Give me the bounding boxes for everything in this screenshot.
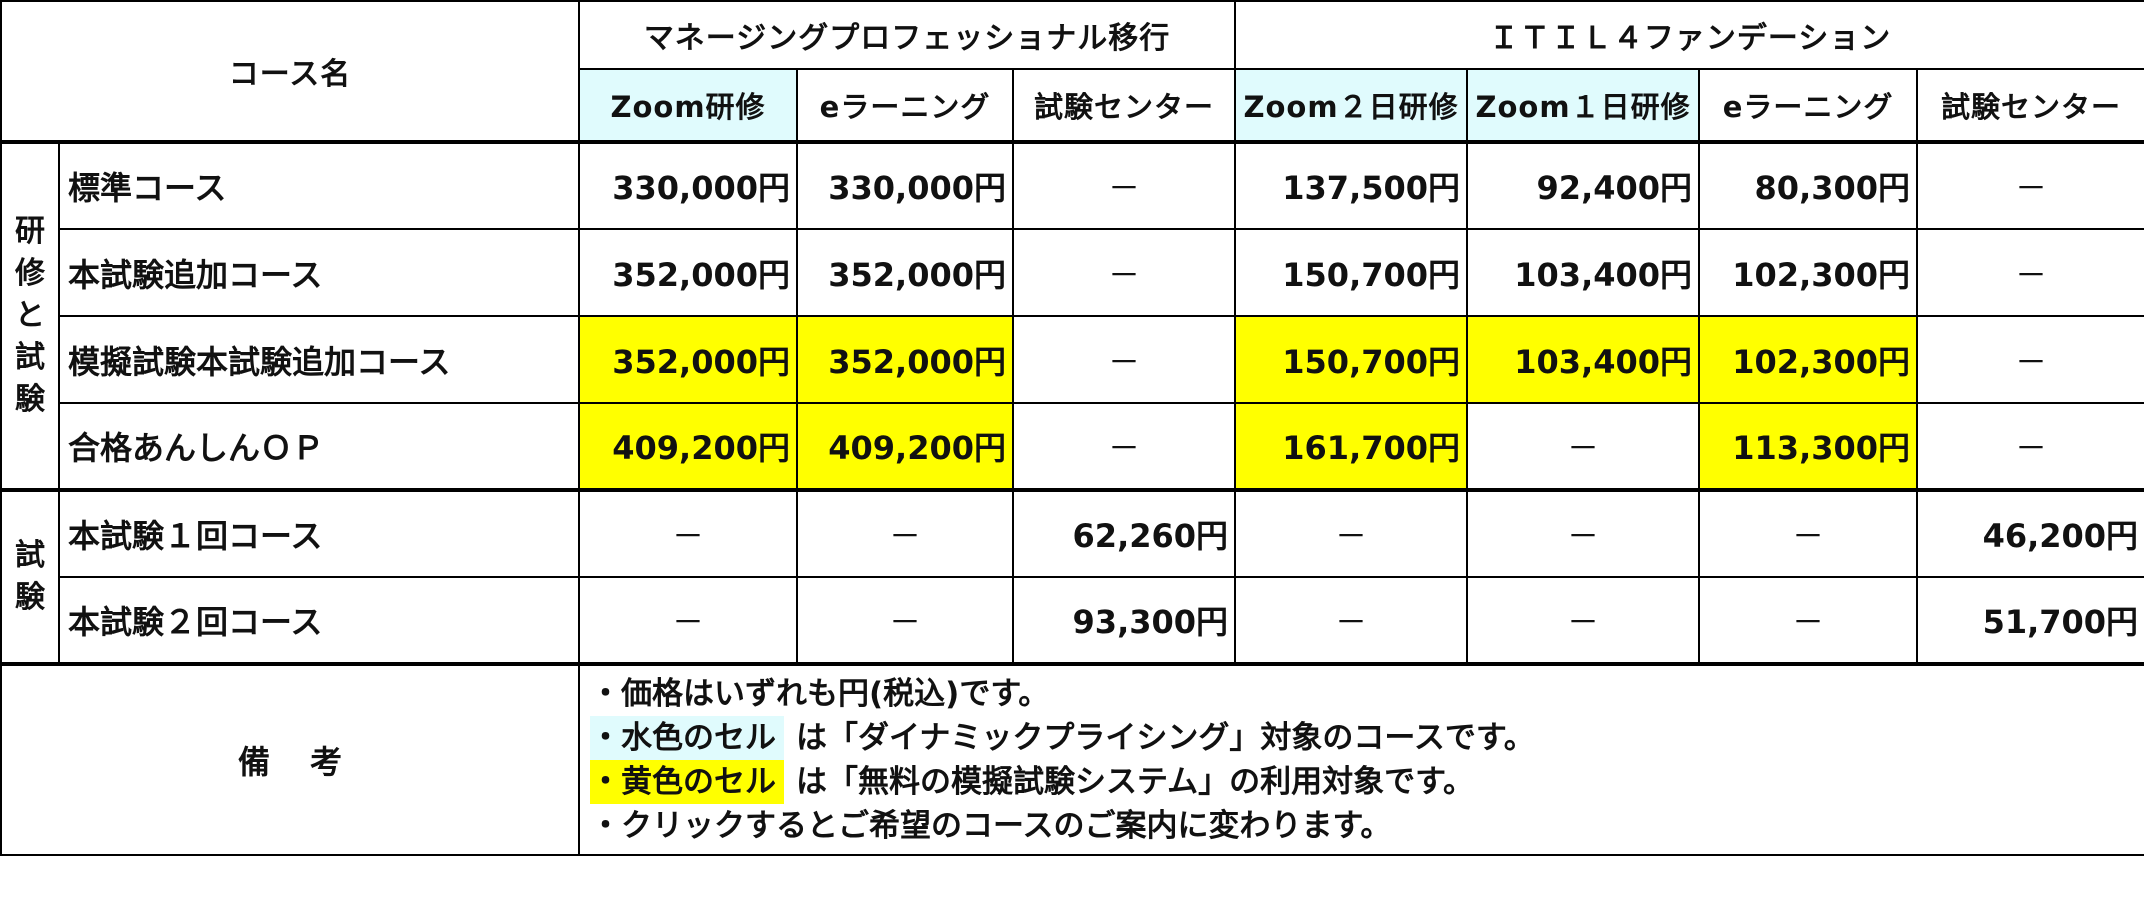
note-yellow-text: は「無料の模擬試験システム」の利用対象です。 (796, 764, 1474, 800)
price-cell-mp-elearning[interactable]: 352,000円 (796, 228, 1014, 317)
notes-label: 備考 (0, 663, 580, 856)
yellow-cell-swatch-label: ・黄色のセル (590, 760, 784, 804)
course-name-cell[interactable]: 合格あんしんＯＰ (58, 402, 580, 492)
notes-row: 備考 ・価格はいずれも円(税込)です。・水色のセル は「ダイナミックプライシング」対… (0, 663, 2144, 856)
cyan-cell-swatch-label: ・水色のセル (590, 716, 784, 760)
price-cell-mp-test-center[interactable]: 93,300円 (1011, 576, 1237, 666)
price-cell-mp-test-center[interactable]: 62,260円 (1011, 489, 1237, 578)
price-cell-itil-test-center[interactable]: 51,700円 (1916, 576, 2144, 666)
price-cell-itil-zoom-1day[interactable]: 103,400円 (1466, 315, 1701, 404)
price-cell-itil-zoom-2day: － (1234, 576, 1469, 666)
price-cell-itil-test-center: － (1916, 315, 2144, 404)
price-cell-mp-test-center: － (1011, 315, 1237, 404)
table-row[interactable]: 本試験追加コース 352,000円 352,000円－ 150,700円 103,400… (1, 228, 2144, 317)
price-cell-itil-test-center: － (1916, 228, 2144, 317)
price-cell-itil-test-center: － (1916, 402, 2144, 492)
note-cyan-text: は「ダイナミックプライシング」対象のコースです。 (796, 720, 1535, 756)
note-cyan-cells: ・水色のセル は「ダイナミックプライシング」対象のコースです。 (590, 716, 2134, 760)
section-char: 験 (15, 580, 45, 615)
section-char: 試 (15, 340, 45, 375)
price-cell-itil-elearning[interactable]: 102,300円 (1698, 228, 1919, 317)
price-cell-itil-test-center[interactable]: 46,200円 (1916, 489, 2144, 578)
price-cell-itil-elearning[interactable]: 113,300円 (1698, 402, 1919, 492)
price-cell-mp-zoom: － (578, 489, 798, 578)
note-click-instruction: ・クリックするとご希望のコースのご案内に変わります。 (590, 808, 1392, 844)
price-table: コース名 マネージングプロフェッショナル移行 ＩＴＩＬ４ファンデーション Zoo… (0, 0, 2144, 856)
price-cell-itil-zoom-2day[interactable]: 161,700円 (1234, 402, 1469, 492)
col-header-itil-zoom-1day: Zoom１日研修 (1466, 68, 1701, 144)
price-cell-mp-elearning[interactable]: 352,000円 (796, 315, 1014, 404)
price-cell-itil-zoom-2day[interactable]: 137,500円 (1234, 141, 1469, 230)
price-cell-mp-zoom[interactable]: 330,000円 (578, 141, 798, 230)
group-header-mp-transition: マネージングプロフェッショナル移行 (577, 0, 1237, 70)
group-header-itil4-foundation: ＩＴＩＬ４ファンデーション (1234, 0, 2144, 70)
col-header-mp-zoom: Zoom研修 (578, 68, 798, 144)
price-cell-itil-elearning[interactable]: 80,300円 (1698, 141, 1919, 230)
course-name-cell[interactable]: 本試験追加コース (58, 228, 580, 317)
section-char: と (15, 298, 45, 333)
notes-content: ・価格はいずれも円(税込)です。・水色のセル は「ダイナミックプライシング」対象の… (577, 663, 2144, 856)
section-char: 験 (15, 382, 45, 417)
table-row[interactable]: 研修と試験標準コース 330,000円 330,000円－ 137,500円 92,40… (0, 141, 2144, 492)
price-cell-itil-zoom-2day: － (1234, 489, 1469, 578)
section-label-exam: 試験 (0, 489, 60, 666)
price-cell-itil-elearning: － (1698, 576, 1919, 666)
price-cell-mp-test-center: － (1011, 402, 1237, 492)
table-row[interactable]: 試験本試験１回コース－－ 62,260円－－－ 46,200円 (0, 489, 2144, 666)
price-cell-mp-test-center: － (1011, 141, 1237, 230)
section-char: 試 (15, 538, 45, 573)
col-header-mp-elearning: eラーニング (796, 68, 1014, 144)
col-header-itil-test-center: 試験センター (1916, 68, 2144, 144)
section-label-training-and-exam: 研修と試験 (0, 141, 60, 492)
price-cell-itil-zoom-2day[interactable]: 150,700円 (1234, 228, 1469, 317)
price-cell-mp-zoom[interactable]: 352,000円 (578, 315, 798, 404)
table-row[interactable]: 模擬試験本試験追加コース 352,000円 352,000円－ 150,700円 103… (1, 315, 2144, 404)
price-cell-mp-zoom[interactable]: 352,000円 (578, 228, 798, 317)
section-char: 修 (15, 256, 45, 291)
price-cell-mp-elearning[interactable]: 330,000円 (796, 141, 1014, 230)
price-cell-mp-zoom[interactable]: 409,200円 (578, 402, 798, 492)
course-name-header: コース名 (0, 0, 580, 144)
price-cell-mp-elearning: － (796, 489, 1014, 578)
price-cell-itil-zoom-2day[interactable]: 150,700円 (1234, 315, 1469, 404)
price-cell-itil-zoom-1day: － (1466, 402, 1701, 492)
table-row[interactable]: 本試験２回コース－－ 93,300円－－－ 51,700円 (1, 576, 2144, 666)
price-cell-itil-elearning: － (1698, 489, 1919, 578)
price-cell-itil-zoom-1day: － (1466, 489, 1701, 578)
note-tax-included: ・価格はいずれも円(税込)です。 (590, 676, 1050, 712)
price-cell-mp-elearning: － (796, 576, 1014, 666)
price-cell-mp-test-center: － (1011, 228, 1237, 317)
table-row[interactable]: 合格あんしんＯＰ 409,200円 409,200円－ 161,700円－ 113,30… (1, 402, 2144, 492)
col-header-itil-elearning: eラーニング (1698, 68, 1919, 144)
section-char: 研 (15, 214, 45, 249)
price-cell-itil-test-center: － (1916, 141, 2144, 230)
col-header-mp-test-center: 試験センター (1011, 68, 1237, 144)
price-cell-itil-elearning[interactable]: 102,300円 (1698, 315, 1919, 404)
course-name-cell[interactable]: 本試験２回コース (58, 576, 580, 666)
course-name-cell[interactable]: 模擬試験本試験追加コース (58, 315, 580, 404)
col-header-itil-zoom-2day: Zoom２日研修 (1234, 68, 1469, 144)
course-name-cell[interactable]: 標準コース (58, 141, 580, 230)
price-cell-itil-zoom-1day: － (1466, 576, 1701, 666)
note-yellow-cells: ・黄色のセル は「無料の模擬試験システム」の利用対象です。 (590, 760, 2134, 804)
price-cell-itil-zoom-1day[interactable]: 92,400円 (1466, 141, 1701, 230)
price-cell-mp-elearning[interactable]: 409,200円 (796, 402, 1014, 492)
course-name-cell[interactable]: 本試験１回コース (58, 489, 580, 578)
price-cell-mp-zoom: － (578, 576, 798, 666)
price-cell-itil-zoom-1day[interactable]: 103,400円 (1466, 228, 1701, 317)
